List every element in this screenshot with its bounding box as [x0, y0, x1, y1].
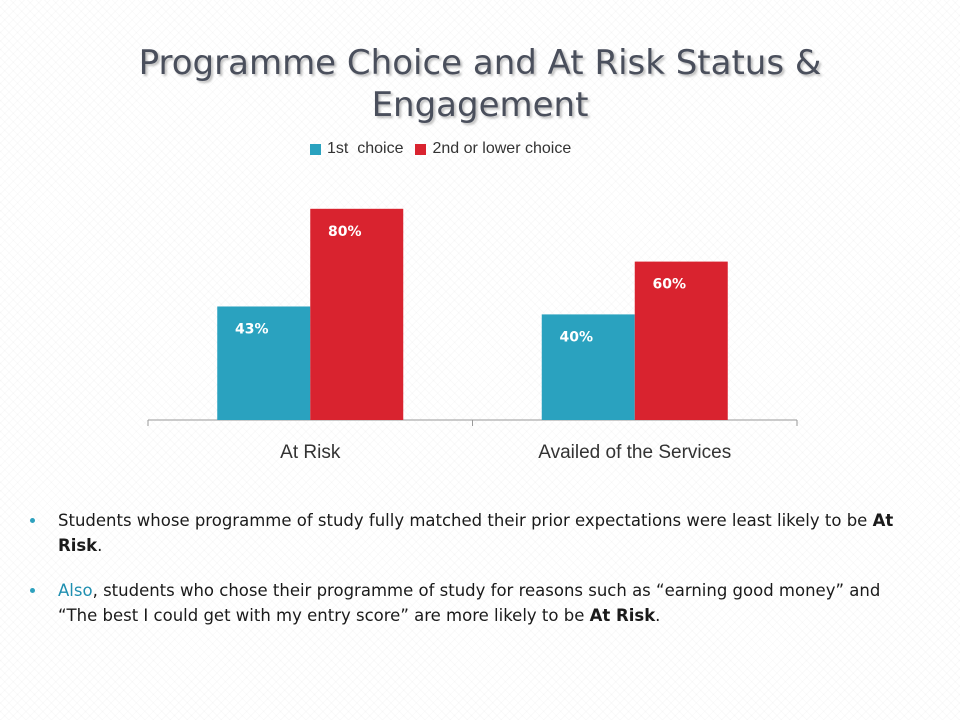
- bullet-2-text: , students who chose their programme of …: [58, 581, 881, 625]
- bullet-2-bold: At Risk: [589, 606, 656, 625]
- x-tick-label: At Risk: [280, 442, 341, 463]
- legend-swatch-1st-choice: [310, 143, 321, 155]
- x-tick-label: Availed of the Services: [538, 442, 731, 463]
- bullet-item-2: Also, students who chose their programme…: [30, 578, 910, 628]
- bullet-2-lead: Also: [58, 581, 93, 600]
- page-title: Programme Choice and At Risk Status & En…: [138, 43, 822, 125]
- bar-lower-choice-0: [310, 208, 404, 420]
- data-label: 40%: [559, 329, 593, 345]
- bullet-1-text: Students whose programme of study fully …: [58, 511, 873, 530]
- data-label: 43%: [235, 321, 269, 337]
- bar-first-choice-1: [541, 314, 635, 420]
- legend-item-1st-choice: 1st choice: [310, 140, 403, 158]
- bullet-1-end: .: [97, 536, 103, 555]
- bar-lower-choice-1: [634, 261, 728, 420]
- data-label: 80%: [328, 224, 362, 240]
- bullet-dot-icon: [30, 588, 35, 593]
- chart-legend: 1st choice 2nd or lower choice: [310, 140, 583, 158]
- bullet-2-end: .: [655, 606, 661, 625]
- bullet-item-1: Students whose programme of study fully …: [30, 508, 910, 558]
- bullet-1-bold: At Risk: [58, 511, 894, 555]
- bar-first-choice-0: [217, 306, 311, 420]
- legend-label-2nd-choice: 2nd or lower choice: [432, 140, 572, 157]
- legend-item-2nd-choice: 2nd or lower choice: [415, 140, 571, 158]
- legend-swatch-2nd-choice: [415, 143, 427, 155]
- legend-label-1st-choice: 1st choice: [327, 140, 404, 157]
- bar-chart: 43% 80% At Risk 40% 60% Availed of the Servic…: [147, 208, 798, 463]
- bullet-list: Students whose programme of study fully …: [30, 508, 910, 648]
- data-label: 60%: [652, 277, 686, 293]
- bullet-dot-icon: [30, 518, 35, 523]
